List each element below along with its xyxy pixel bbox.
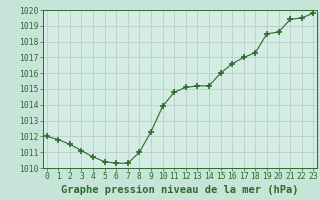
X-axis label: Graphe pression niveau de la mer (hPa): Graphe pression niveau de la mer (hPa) [61,185,299,195]
